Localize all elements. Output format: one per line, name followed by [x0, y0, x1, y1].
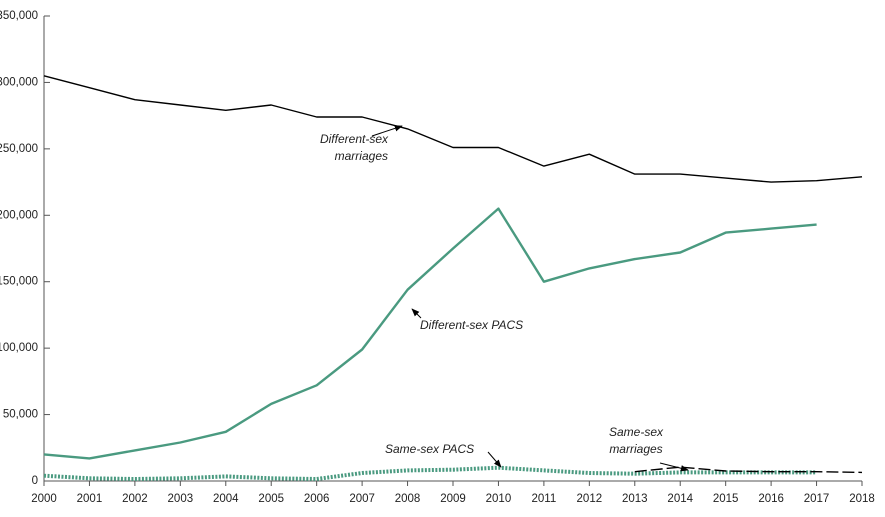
x-tick-label: 2018 [849, 493, 875, 505]
annotation: Same-sex [609, 425, 664, 439]
x-tick-label: 2001 [77, 493, 103, 505]
annotation: Same-sex PACS [385, 442, 474, 456]
x-tick-label: 2003 [168, 493, 194, 505]
x-tick-label: 2013 [622, 493, 648, 505]
x-tick-label: 2011 [532, 493, 557, 505]
annotation-arrow [411, 308, 422, 319]
annotation-arrow [371, 125, 403, 137]
x-tick-label: 2016 [758, 493, 784, 505]
y-tick-label: 0 [32, 475, 38, 487]
annotation: Different-sex PACS [420, 318, 523, 332]
x-tick-label: 2007 [349, 493, 375, 505]
y-tick-label: 150,000 [0, 276, 38, 288]
y-tick-label: 350,000 [0, 10, 38, 22]
annotation: marriages [609, 442, 662, 456]
x-tick-label: 2000 [31, 493, 57, 505]
x-tick-label: 2010 [486, 493, 512, 505]
y-tick-label: 100,000 [0, 342, 38, 354]
series-line [43, 465, 817, 481]
annotation-arrow [487, 451, 502, 468]
y-tick-label: 200,000 [0, 209, 38, 221]
x-tick-label: 2005 [258, 493, 284, 505]
x-tick-label: 2015 [713, 493, 739, 505]
x-tick-label: 2002 [122, 493, 148, 505]
series-line [43, 207, 817, 460]
x-tick-label: 2017 [804, 493, 830, 505]
annotation: Different-sex [320, 132, 389, 146]
x-tick-label: 2006 [304, 493, 330, 505]
x-tick-label: 2008 [395, 493, 421, 505]
annotation: marriages [335, 149, 388, 163]
series-line [43, 75, 863, 183]
x-tick-label: 2009 [440, 493, 466, 505]
series-line [634, 466, 863, 474]
x-tick-label: 2004 [213, 493, 239, 505]
x-tick-label: 2012 [577, 493, 603, 505]
y-tick-label: 300,000 [0, 76, 38, 88]
annotation-arrow [659, 462, 689, 472]
y-tick-label: 50,000 [3, 409, 38, 421]
y-tick-label: 250,000 [0, 143, 38, 155]
x-tick-label: 2014 [667, 493, 693, 505]
